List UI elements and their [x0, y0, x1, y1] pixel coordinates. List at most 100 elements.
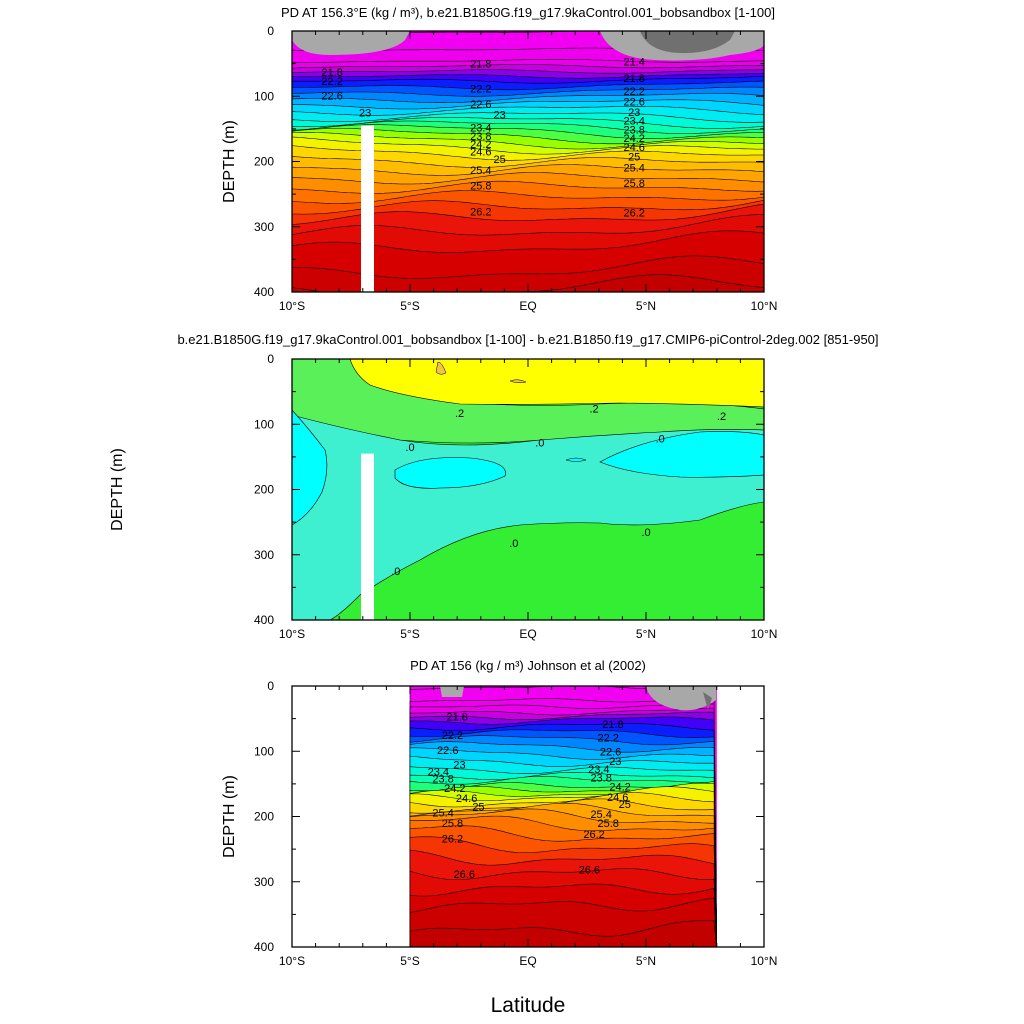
contour-label: 23	[609, 756, 621, 768]
contour-label: 25.4	[590, 809, 611, 821]
contour-label: 22.6	[321, 91, 342, 103]
contour-label: 25.4	[623, 162, 644, 174]
contour-label: 21.8	[470, 59, 491, 71]
contour-label: 25	[628, 151, 640, 163]
x-tick-label: 5°S	[400, 954, 419, 968]
contour-label: 22.2	[598, 733, 619, 745]
contour-label: 23.4	[623, 115, 644, 127]
x-tick-label: EQ	[519, 954, 536, 968]
contour-label: 21.8	[602, 719, 623, 731]
contour-label: 25.8	[598, 818, 619, 830]
y-tick-label: 0	[267, 352, 274, 366]
contour-label: 23.4	[428, 766, 449, 778]
y-axis-label: DEPTH (m)	[109, 448, 126, 531]
x-tick-label: 10°N	[751, 299, 778, 313]
x-tick-label: EQ	[519, 627, 536, 641]
contour-label: 21.4	[623, 57, 644, 69]
contour-label: 25.8	[470, 181, 491, 193]
x-tick-label: 10°N	[751, 954, 778, 968]
contour-label: 24.6	[456, 793, 477, 805]
contour-label: 23.8	[623, 125, 644, 137]
contour-label: 23.8	[590, 772, 611, 784]
contour-label: .2	[589, 404, 598, 416]
y-axis-label: DEPTH (m)	[221, 775, 238, 858]
contour-label: 21.8	[446, 712, 467, 724]
x-tick-label: 10°S	[279, 627, 305, 641]
cyan-region	[292, 409, 328, 526]
contour-label: 26.6	[454, 869, 475, 881]
contour-label: 22.2	[321, 76, 342, 88]
cyan-region	[599, 431, 764, 478]
contour-label: 22.6	[437, 745, 458, 757]
panel-2-field: .2 .2 .2 .0 .0 .0 .0 .0 .0	[292, 359, 764, 620]
contour-label: .0	[656, 434, 665, 446]
contour-label: 23	[628, 107, 640, 119]
masked-region-dark	[703, 692, 712, 710]
contour-band	[409, 920, 717, 947]
x-tick-label: 5°N	[636, 627, 656, 641]
contour-label: 23	[359, 108, 371, 120]
contour-label: .0	[391, 566, 400, 578]
contour-label: 21.8	[321, 67, 342, 79]
contour-label: 26.2	[583, 829, 604, 841]
contour-label: 23.8	[432, 774, 453, 786]
contour-label: 25.8	[623, 178, 644, 190]
x-tick-label: 10°S	[279, 299, 305, 313]
contour-label: 24.6	[623, 142, 644, 154]
panel-title: PD AT 156 (kg / m³) Johnson et al (2002)	[410, 658, 646, 673]
contour-label: 25	[472, 802, 484, 814]
panel-title: b.e21.B1850G.f19_g17.9kaControl.001_bobs…	[177, 332, 878, 347]
contour-label: .0	[405, 442, 414, 454]
contour-label: 24.6	[607, 792, 628, 804]
y-tick-label: 100	[254, 417, 274, 431]
cyan-region	[565, 457, 587, 462]
masked-region	[440, 686, 464, 697]
positive-spot	[435, 361, 447, 375]
masked-region-dark	[640, 31, 735, 54]
contour-label: 22.2	[623, 86, 644, 98]
contour-label: 24.2	[470, 139, 491, 151]
y-tick-label: 300	[254, 875, 274, 889]
panel-1-axes: 10°S 5°S EQ 5°N 10°N 0 100 200 300 400 DEPTH (m) PD…	[221, 5, 777, 313]
panel-title: PD AT 156.3°E (kg / m³), b.e21.B1850G.f1…	[281, 5, 775, 20]
contour-label: 22.6	[470, 99, 491, 111]
contour-label: .0	[641, 527, 650, 539]
contour-label: 23.4	[588, 764, 609, 776]
y-tick-label: 200	[254, 155, 274, 169]
x-tick-label: 5°S	[400, 627, 419, 641]
contour-label: .0	[535, 438, 544, 450]
y-tick-label: 300	[254, 220, 274, 234]
x-tick-label: 5°S	[400, 299, 419, 313]
y-tick-label: 0	[267, 24, 274, 38]
x-tick-label: 10°S	[279, 954, 305, 968]
y-tick-label: 100	[254, 89, 274, 103]
missing-data-column	[361, 125, 374, 292]
contour-label: 23.8	[470, 131, 491, 143]
contour-label: .2	[455, 408, 464, 420]
contour-label: 24.2	[609, 781, 630, 793]
contour-label: 24.6	[470, 147, 491, 159]
y-tick-label: 200	[254, 483, 274, 497]
contour-label: 22.6	[623, 96, 644, 108]
x-tick-label: 5°N	[636, 954, 656, 968]
yellow-region	[349, 359, 764, 408]
x-axis-label: Latitude	[491, 994, 566, 1017]
cyan-region	[394, 457, 506, 489]
contour-label: .0	[509, 538, 518, 550]
contour-label: 24.2	[623, 133, 644, 145]
contour-label: .2	[717, 411, 726, 423]
y-tick-label: 100	[254, 744, 274, 758]
contour-label: 23.4	[470, 123, 491, 135]
contour-label: 26.6	[579, 864, 600, 876]
y-tick-label: 200	[254, 810, 274, 824]
missing-data-column	[361, 453, 374, 620]
contour-label: 24.2	[444, 783, 465, 795]
contour-label: 25	[619, 799, 631, 811]
contour-label: 22.2	[470, 83, 491, 95]
contour-label: 23	[453, 759, 465, 771]
x-tick-label: 10°N	[751, 627, 778, 641]
contour-label: 26.2	[470, 207, 491, 219]
panel-3-axes: 10°S 5°S EQ 5°N 10°N 0 100 200 300 400 DEPTH (m) PD…	[221, 658, 777, 968]
